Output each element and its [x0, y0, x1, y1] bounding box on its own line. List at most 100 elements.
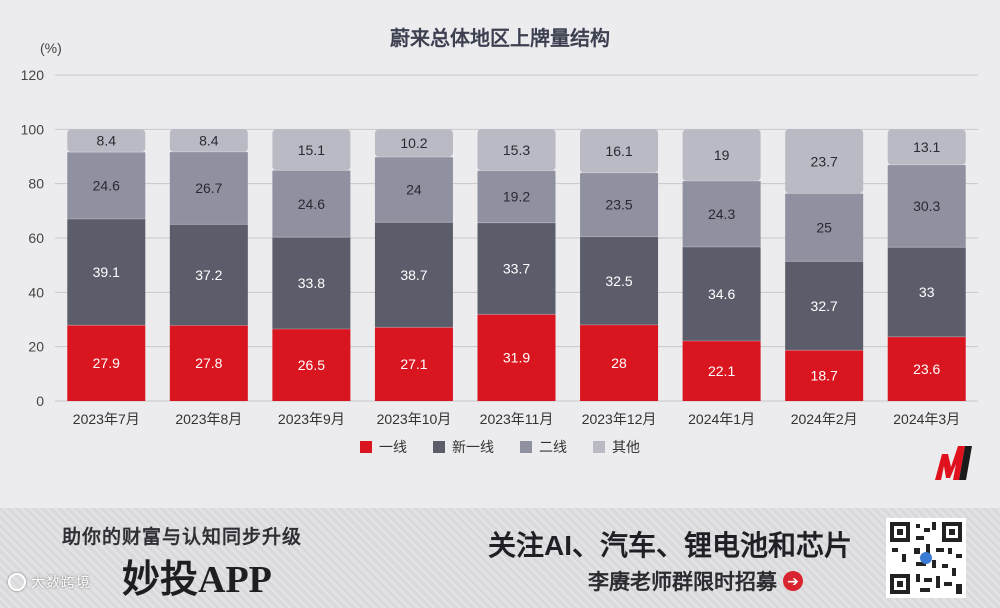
data-label: 15.3 [503, 142, 530, 158]
bar-segment [272, 237, 351, 330]
data-label: 19.2 [503, 189, 530, 205]
data-label: 15.1 [298, 142, 325, 158]
chart-legend: 一线 新一线 二线 其他 [0, 437, 1000, 457]
stacked-bar-chart: 0 20 40 60 80 100 120 27.9 39.1 24.6 8.4 2023年7月 27.… [21, 67, 978, 427]
bar-segment [67, 129, 146, 153]
y-axis-unit: (%) [40, 40, 62, 56]
data-label: 8.4 [199, 132, 219, 148]
legend-label: 二线 [539, 439, 567, 455]
bar-segment [580, 236, 659, 325]
data-label: 13.1 [913, 139, 940, 155]
x-tick-label: 2023年7月 [73, 411, 140, 427]
y-tick-label: 20 [28, 339, 44, 355]
data-label: 32.5 [605, 273, 632, 289]
banner-slogan: 助你的财富与认知同步升级 [62, 527, 303, 548]
data-label: 31.9 [503, 350, 530, 366]
bar-segment [374, 327, 453, 401]
data-label: 24.6 [93, 178, 120, 194]
data-label: 37.2 [195, 267, 222, 283]
data-label: 39.1 [93, 264, 120, 280]
data-label: 25 [816, 219, 832, 235]
x-tick-label: 2023年12月 [582, 411, 657, 427]
bar-segment [785, 350, 864, 401]
banner-app-name: 妙投APP [122, 559, 272, 601]
x-tick-label: 2024年3月 [893, 411, 960, 427]
x-tick-label: 2024年2月 [791, 411, 858, 427]
bar-segment [887, 164, 966, 248]
data-label: 8.4 [97, 133, 117, 149]
data-label: 33 [919, 284, 935, 300]
data-label: 23.6 [913, 361, 940, 377]
bar-segment [67, 218, 146, 326]
bar-segment [169, 151, 248, 225]
watermark-logo-icon [8, 573, 26, 591]
bar-segment [374, 129, 453, 158]
bar-segment [272, 329, 351, 401]
y-tick-label: 120 [21, 67, 45, 83]
y-tick-label: 100 [21, 121, 45, 137]
legend-swatch [593, 441, 605, 453]
bar-segment [580, 324, 659, 401]
data-label: 24.6 [298, 196, 325, 212]
legend-swatch [520, 441, 532, 453]
banner-recruit-text: 李赓老师群限时招募 [588, 571, 777, 594]
bar-segment [169, 224, 248, 326]
chart-area: 蔚来总体地区上牌量结构 (%) 0 20 40 60 80 100 120 27.9 39.1 2… [0, 28, 1000, 480]
data-label: 27.8 [195, 355, 222, 371]
qr-code-icon[interactable] [886, 518, 966, 598]
data-label: 28 [611, 355, 627, 371]
promo-banner[interactable]: 助你的财富与认知同步升级 妙投APP 关注AI、汽车、锂电池和芯片 李赓老师群限… [0, 508, 1000, 608]
x-tick-label: 2024年1月 [688, 411, 755, 427]
data-label: 32.7 [811, 298, 838, 314]
bar-segment [374, 157, 453, 223]
bar-segment [580, 129, 659, 173]
data-label: 24.3 [708, 206, 735, 222]
data-label: 16.1 [605, 143, 632, 159]
y-tick-label: 40 [28, 284, 44, 300]
data-label: 19 [714, 147, 730, 163]
banner-recruit-link[interactable]: 李赓老师群限时招募 ➔ [588, 566, 803, 596]
bar-segment [272, 129, 351, 171]
bar-segment [785, 193, 864, 262]
bar-segment [169, 129, 248, 152]
brand-logo-icon [935, 446, 972, 480]
x-tick-label: 2023年9月 [278, 411, 345, 427]
bar-segment [785, 129, 864, 194]
bar-segment [682, 180, 761, 247]
chart-title: 蔚来总体地区上牌量结构 [390, 28, 610, 50]
legend-item: 二线 [520, 437, 567, 457]
banner-focus-topics: 关注AI、汽车、锂电池和芯片 [488, 530, 853, 561]
bar-segment [682, 246, 761, 341]
bar-segment [682, 129, 761, 181]
bar-segment [169, 325, 248, 401]
data-label: 33.8 [298, 275, 325, 291]
data-label: 27.1 [400, 356, 427, 372]
y-tick-label: 80 [28, 176, 44, 192]
bar-segment [477, 314, 556, 401]
x-tick-label: 2023年10月 [377, 411, 452, 427]
legend-swatch [433, 441, 445, 453]
legend-label: 一线 [379, 439, 407, 455]
x-tick-label: 2023年11月 [480, 411, 554, 427]
data-label: 30.3 [913, 198, 940, 214]
data-label: 33.7 [503, 261, 530, 277]
bar-segment [477, 170, 556, 223]
data-label: 26.5 [298, 357, 325, 373]
legend-item: 一线 [360, 437, 407, 457]
data-label: 24 [406, 182, 422, 198]
data-label: 23.5 [605, 197, 632, 213]
bar-segment [67, 152, 146, 219]
data-label: 18.7 [811, 368, 838, 384]
bar-segment [887, 247, 966, 337]
x-tick-label: 2023年8月 [175, 411, 242, 427]
bar-segment [682, 340, 761, 401]
legend-label: 新一线 [452, 439, 494, 455]
data-label: 34.6 [708, 286, 735, 302]
y-tick-label: 60 [28, 230, 44, 246]
data-label: 10.2 [400, 135, 427, 151]
bar-segment [785, 261, 864, 351]
data-label: 22.1 [708, 363, 735, 379]
watermark: 大数跨境 [8, 572, 91, 592]
bar-segment [272, 170, 351, 238]
bar-segment [67, 325, 146, 401]
